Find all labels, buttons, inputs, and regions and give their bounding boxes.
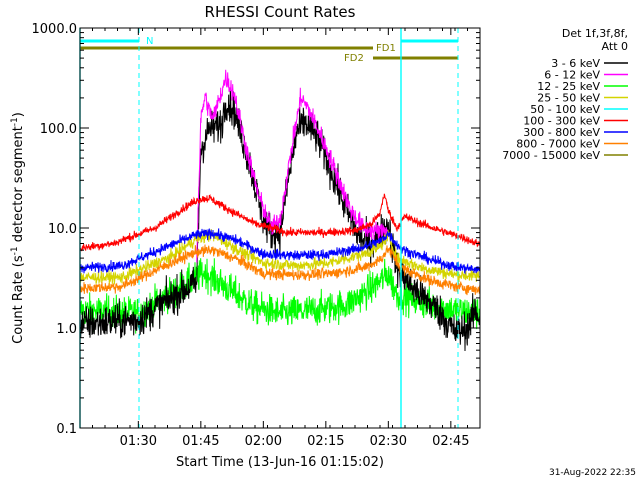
legend-header-line2: Att 0 — [602, 40, 628, 53]
fd2-label: FD2 — [344, 53, 364, 64]
tick-layer: 01:30 01:45 02:00 02:15 02:30 02:45 0.1 1.0 10.0… — [32, 22, 481, 449]
series-trace — [79, 228, 481, 275]
legend-label: 800 - 7000 keV — [516, 138, 600, 151]
legend-label: 6 - 12 keV — [544, 69, 600, 82]
x-tick-label: 02:30 — [370, 434, 407, 449]
y-axis-label-sup2: -1 — [10, 117, 20, 126]
y-tick-label: 100.0 — [40, 122, 77, 137]
x-axis-label: Start Time (13-Jun-16 01:15:02) — [176, 455, 384, 470]
chart-title: RHESSI Count Rates — [205, 3, 356, 21]
series-layer — [79, 69, 481, 352]
y-tick-label: 1000.0 — [32, 22, 78, 37]
footer-timestamp: 31-Aug-2022 22:35 — [549, 468, 636, 478]
y-axis-label-close: ) — [11, 112, 26, 117]
x-tick-label: 01:30 — [120, 434, 157, 449]
legend-label: 25 - 50 keV — [537, 92, 600, 105]
series-trace — [79, 193, 481, 252]
legend-label: 100 - 300 keV — [523, 115, 600, 128]
x-tick-label: 02:00 — [245, 434, 282, 449]
x-tick-label: 01:45 — [182, 434, 219, 449]
y-axis-label: Count Rate (s-1 detector segment-1) — [10, 112, 26, 344]
legend-label: 300 - 800 keV — [523, 126, 600, 139]
legend-label: 12 - 25 keV — [537, 80, 600, 93]
series-trace — [79, 244, 481, 296]
fd1-label: FD1 — [376, 43, 396, 54]
series-trace — [196, 69, 389, 263]
legend-header-line1: Det 1f,3f,8f, — [562, 27, 628, 40]
legend-label: 50 - 100 keV — [530, 103, 600, 116]
legend-label: 7000 - 15000 keV — [502, 149, 600, 162]
y-axis-label-main: Count Rate (s — [11, 255, 26, 344]
y-tick-label: 10.0 — [48, 222, 77, 237]
x-tick-label: 02:45 — [432, 434, 469, 449]
y-axis-label-tail: detector segment — [11, 126, 26, 246]
series-trace — [79, 88, 481, 352]
y-tick-label: 0.1 — [56, 422, 77, 437]
y-tick-label: 1.0 — [56, 322, 77, 337]
y-axis-label-sup: -1 — [10, 246, 20, 255]
series-trace — [79, 229, 480, 287]
x-tick-label: 02:15 — [307, 434, 344, 449]
legend-label: 3 - 6 keV — [551, 57, 600, 70]
n-label: N — [146, 36, 153, 47]
